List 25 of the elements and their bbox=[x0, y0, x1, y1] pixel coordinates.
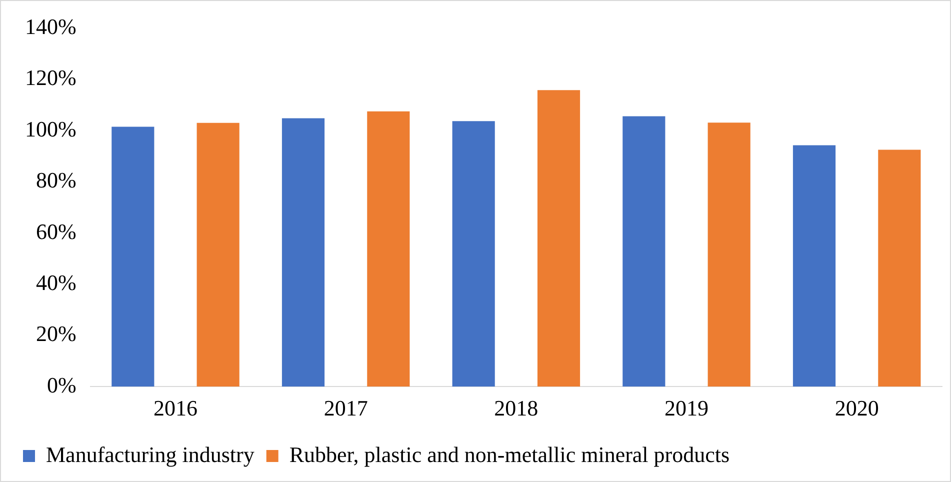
x-tick-label: 2020 bbox=[834, 396, 879, 421]
bar bbox=[878, 150, 921, 387]
y-tick-label: 140% bbox=[25, 14, 76, 39]
bar bbox=[792, 145, 836, 387]
bar bbox=[537, 90, 580, 387]
y-tick-label: 100% bbox=[25, 116, 76, 142]
legend-label: Rubber, plastic and non-metallic mineral products bbox=[289, 442, 730, 467]
x-tick-label: 2017 bbox=[324, 396, 368, 421]
bar bbox=[282, 118, 325, 387]
bar bbox=[367, 111, 410, 387]
bar bbox=[708, 122, 750, 387]
bar bbox=[112, 126, 154, 387]
bar bbox=[196, 122, 240, 387]
y-tick-label: 20% bbox=[36, 321, 76, 346]
x-tick-label: 2016 bbox=[153, 396, 198, 421]
bar bbox=[452, 121, 495, 387]
legend-label: Manufacturing industry bbox=[46, 442, 254, 467]
y-tick-label: 80% bbox=[36, 168, 76, 193]
y-tick-label: 40% bbox=[36, 270, 76, 295]
y-tick-label: 120% bbox=[25, 65, 76, 90]
x-tick-label: 2019 bbox=[664, 396, 708, 421]
bar bbox=[622, 116, 666, 387]
y-tick-label: 60% bbox=[36, 218, 76, 244]
y-tick-label: 0% bbox=[47, 372, 76, 398]
x-tick-label: 2018 bbox=[494, 396, 538, 421]
